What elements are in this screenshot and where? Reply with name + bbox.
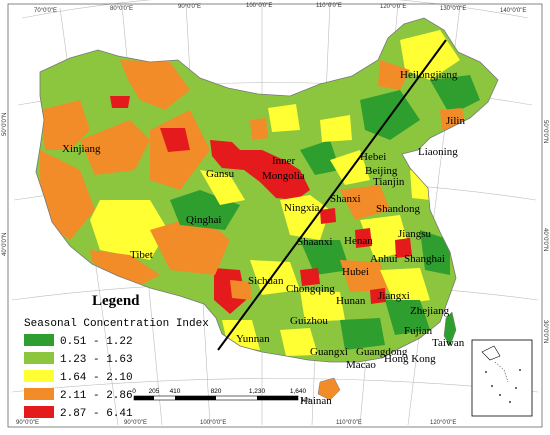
scale-bar: 0 205 410 820 1,230 1,640 km bbox=[132, 388, 310, 404]
province-label: Sichuan bbox=[248, 275, 284, 287]
legend-label: 2.87 - 6.41 bbox=[60, 408, 133, 420]
coord-label-top: 140°0'0"E bbox=[500, 8, 526, 14]
province-label: Hubei bbox=[342, 266, 369, 278]
legend-swatch bbox=[24, 406, 54, 418]
scale-tick-label: 1,640 bbox=[290, 388, 307, 395]
province-label: Tibet bbox=[130, 249, 153, 261]
scale-tick-label: 820 bbox=[211, 388, 222, 395]
coord-label-left: 40°0'0"N bbox=[2, 233, 8, 256]
south-china-sea-inset bbox=[471, 339, 533, 417]
coord-label-top: 80°0'0"E bbox=[110, 6, 133, 12]
legend-swatch bbox=[24, 352, 54, 364]
legend-swatch bbox=[24, 334, 54, 346]
province-label: Jiangxi bbox=[378, 290, 410, 302]
province-label: Jiangsu bbox=[398, 228, 432, 240]
coord-label-bottom: 100°0'0"E bbox=[200, 420, 226, 426]
scale-unit: km bbox=[302, 397, 311, 404]
province-label: Tianjin bbox=[373, 176, 405, 188]
province-label: Jilin bbox=[446, 115, 465, 127]
scale-tick-label: 205 bbox=[149, 388, 160, 395]
coord-label-right: 40°0'0"N bbox=[542, 228, 548, 251]
map-frame bbox=[7, 3, 543, 428]
coord-label-right: 30°0'0"N bbox=[542, 320, 548, 343]
province-label: Xinjiang bbox=[62, 143, 101, 155]
province-label: Yunnan bbox=[236, 333, 270, 345]
coord-label-bottom: 120°0'0"E bbox=[430, 420, 456, 426]
province-label: Mongolia bbox=[262, 170, 305, 182]
legend-label: 2.11 - 2.86 bbox=[60, 390, 133, 402]
province-label: Beijing bbox=[365, 165, 398, 177]
scale-tick-label: 1,230 bbox=[249, 388, 266, 395]
province-label: Liaoning bbox=[418, 146, 458, 158]
province-label: Macao bbox=[346, 359, 376, 371]
province-label: Heilongjiang bbox=[400, 69, 458, 81]
province-label: Zhejiang bbox=[410, 305, 450, 317]
coord-label-top: 120°0'0"E bbox=[380, 4, 406, 10]
province-label: Taiwan bbox=[432, 337, 465, 349]
legend-subtitle: Seasonal Concentration Index bbox=[24, 318, 209, 330]
province-label: Guizhou bbox=[290, 315, 328, 327]
province-label: Hong Kong bbox=[384, 353, 436, 365]
province-label: Hainan bbox=[300, 395, 332, 407]
coord-label-top: 110°0'0"E bbox=[316, 3, 342, 9]
province-label: Ningxia bbox=[284, 202, 320, 214]
coord-label-top: 70°0'0"E bbox=[34, 8, 57, 14]
province-label: Hebei bbox=[360, 151, 386, 163]
province-label: Guangxi bbox=[310, 346, 348, 358]
province-label: Shaanxi bbox=[297, 236, 332, 248]
legend: Legend Seasonal Concentration Index 0.51… bbox=[24, 293, 209, 420]
hu-line bbox=[217, 39, 447, 351]
legend-label: 0.51 - 1.22 bbox=[60, 336, 133, 348]
province-label: Fujian bbox=[404, 325, 433, 337]
province-label: Gansu bbox=[206, 168, 235, 180]
coord-label-left: 50°0'0"N bbox=[2, 113, 8, 136]
province-label: Qinghai bbox=[186, 214, 221, 226]
province-label: Hunan bbox=[336, 295, 366, 307]
legend-swatch bbox=[24, 370, 54, 382]
taiwan-shape bbox=[443, 311, 457, 347]
hainan-shape bbox=[317, 377, 341, 401]
province-labels: Heilongjiang Jilin Liaoning Xinjiang Gan… bbox=[62, 69, 465, 407]
province-label: Anhui bbox=[370, 253, 398, 265]
china-choropleth bbox=[35, 17, 499, 401]
province-label: Inner bbox=[272, 155, 296, 167]
coord-label-bottom: 110°0'0"E bbox=[336, 420, 362, 426]
scale-tick-label: 410 bbox=[170, 388, 181, 395]
coord-label-bottom: 90°0'0"E bbox=[16, 420, 39, 426]
coord-label-bottom: 90°0'0"E bbox=[124, 420, 147, 426]
legend-label: 1.64 - 2.10 bbox=[60, 372, 133, 384]
legend-label: 1.23 - 1.63 bbox=[60, 354, 133, 366]
province-label: Henan bbox=[344, 235, 373, 247]
coord-label-right: 50°0'0"N bbox=[542, 120, 548, 143]
legend-swatch bbox=[24, 388, 54, 400]
province-label: Shanghai bbox=[404, 253, 445, 265]
graticule-labels: 70°0'0"E 80°0'0"E 90°0'0"E 100°0'0"E 110… bbox=[2, 3, 548, 426]
legend-title: Legend bbox=[92, 293, 140, 309]
province-label: Shanxi bbox=[330, 193, 361, 205]
coord-label-top: 90°0'0"E bbox=[178, 4, 201, 10]
province-label: Shandong bbox=[376, 203, 421, 215]
scale-tick-label: 0 bbox=[132, 388, 136, 395]
province-label: Chongqing bbox=[286, 283, 335, 295]
coord-label-top: 130°0'0"E bbox=[440, 6, 466, 12]
province-label: Guangdong bbox=[356, 346, 408, 358]
coord-label-top: 100°0'0"E bbox=[246, 3, 272, 9]
